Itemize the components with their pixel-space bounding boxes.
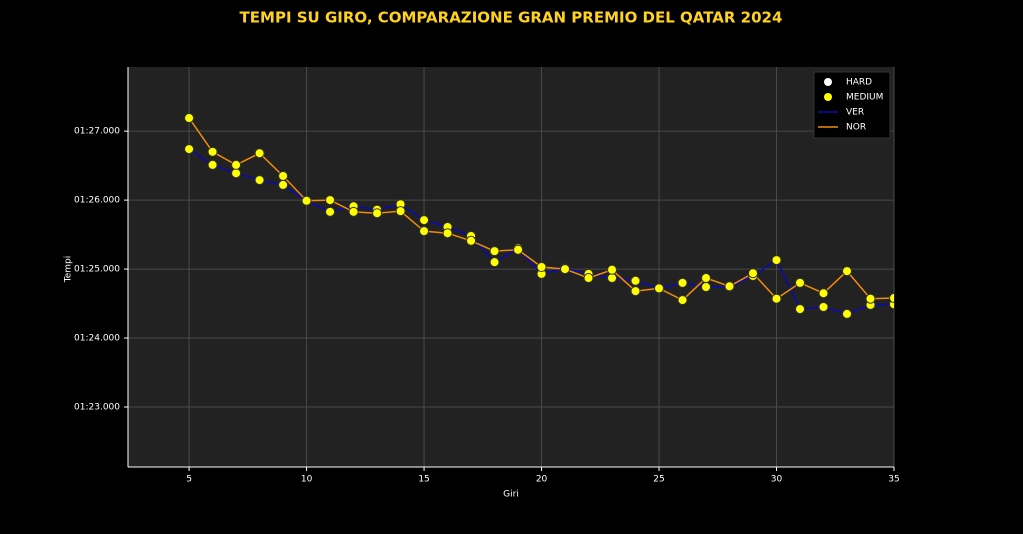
lap-marker: [325, 195, 336, 206]
lap-marker: [254, 148, 265, 159]
lap-marker: [536, 262, 547, 272]
lap-marker: [395, 206, 406, 217]
x-tick-label: 30: [771, 475, 783, 485]
legend-label: VER: [846, 108, 864, 118]
lap-marker: [348, 206, 359, 217]
lap-marker: [748, 268, 759, 279]
y-tick-label: 01:24.000: [74, 334, 120, 344]
lap-marker: [419, 226, 430, 237]
lap-marker: [254, 175, 265, 186]
lap-marker: [771, 293, 782, 304]
x-tick-label: 10: [301, 475, 313, 485]
lap-marker: [489, 246, 500, 257]
lap-marker: [419, 215, 430, 226]
legend-marker: [824, 78, 832, 86]
y-tick-label: 01:25.000: [74, 265, 120, 275]
lap-marker: [607, 273, 618, 284]
lap-marker: [231, 168, 242, 179]
y-tick-label: 01:27.000: [74, 127, 120, 137]
lap-marker: [842, 266, 853, 277]
lap-marker: [301, 195, 312, 206]
lap-marker: [865, 293, 876, 304]
lap-marker: [771, 255, 782, 266]
chart-title: TEMPI SU GIRO, COMPARAZIONE GRAN PREMIO …: [240, 9, 783, 27]
lap-marker: [795, 277, 806, 288]
lap-marker: [184, 113, 195, 124]
x-axis-label: Giri: [503, 490, 519, 500]
lap-marker: [607, 264, 618, 275]
lap-marker: [701, 282, 712, 292]
x-tick-label: 20: [536, 475, 548, 485]
legend-label: NOR: [846, 123, 866, 133]
legend-label: HARD: [846, 78, 872, 88]
x-tick-label: 15: [418, 475, 429, 485]
legend: HARD MEDIUM VER NOR: [813, 71, 891, 139]
plot: [184, 113, 894, 319]
lap-marker: [466, 235, 477, 246]
lap-marker: [278, 179, 289, 190]
legend-marker: [824, 93, 832, 101]
lap-marker: [677, 295, 688, 306]
legend-label: MEDIUM: [846, 93, 883, 103]
x-tick-label: 5: [186, 475, 192, 485]
lap-marker: [889, 293, 894, 304]
lap-marker: [795, 304, 806, 315]
lap-marker: [842, 308, 853, 319]
lap-marker: [701, 273, 712, 284]
lap-marker: [184, 144, 195, 155]
lap-marker: [231, 159, 242, 170]
x-tick-label: 35: [888, 475, 899, 485]
lap-marker: [583, 273, 594, 284]
grid: [128, 67, 895, 467]
lap-marker: [442, 228, 453, 239]
y-tick-label: 01:26.000: [74, 196, 120, 206]
lap-marker: [278, 170, 289, 181]
lap-marker: [207, 159, 218, 170]
lap-marker: [630, 275, 641, 286]
lap-marker: [654, 283, 665, 294]
lap-marker: [724, 281, 735, 292]
lap-marker: [489, 257, 500, 268]
y-tick-label: 01:23.000: [74, 403, 120, 413]
lap-marker: [818, 288, 829, 299]
lap-marker: [677, 277, 688, 288]
lap-marker: [560, 264, 571, 275]
lap-marker: [630, 286, 641, 297]
lap-marker: [372, 208, 383, 219]
ticks: 5 10 15 20 25 30 35 01:23.000 01:24.000 01:25.000…: [74, 127, 900, 485]
y-axis-label: Tempi: [64, 256, 74, 284]
lap-marker: [513, 244, 524, 255]
lap-marker: [818, 302, 829, 312]
lap-marker: [207, 146, 218, 157]
x-tick-label: 25: [653, 475, 664, 485]
lap-marker: [325, 206, 336, 217]
